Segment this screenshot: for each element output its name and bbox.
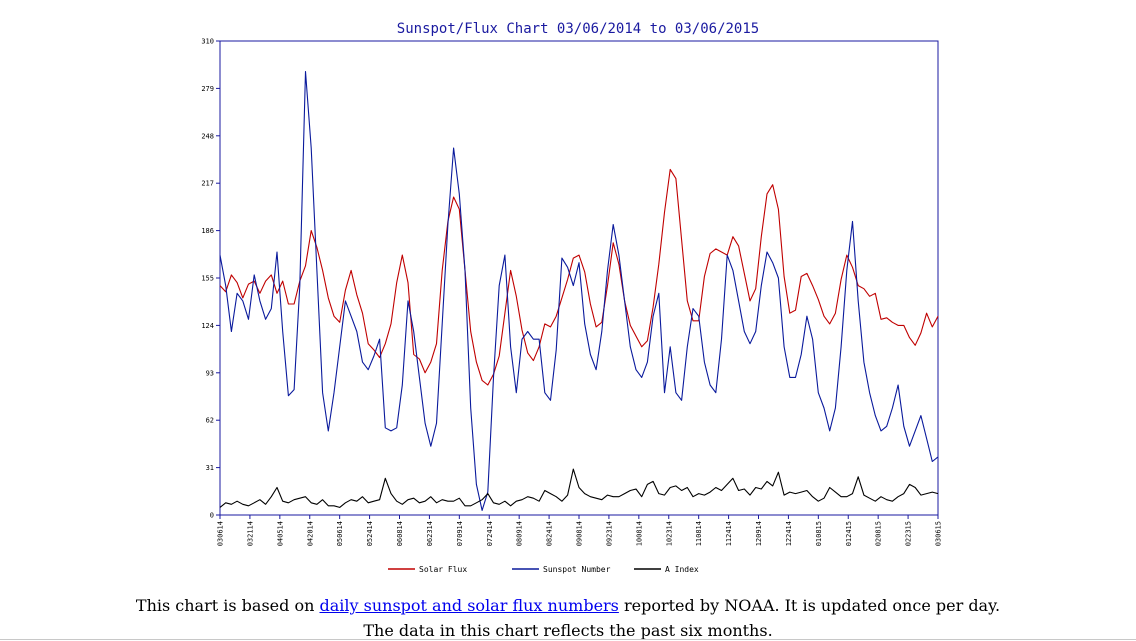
x-tick-label: 010815	[815, 521, 823, 546]
caption-text-after: reported by NOAA. It is updated once per…	[618, 596, 1001, 615]
x-tick-label: 100814	[635, 521, 643, 546]
x-tick-label: 012415	[845, 521, 853, 546]
y-tick-label: 279	[201, 85, 214, 93]
series-layer	[219, 71, 939, 511]
x-tick-label: 030615	[935, 521, 943, 546]
legend-label: A Index	[665, 565, 699, 574]
x-tick-label: 052414	[366, 521, 374, 546]
caption-text-before: This chart is based on	[135, 596, 320, 615]
x-tick-label: 040514	[276, 521, 284, 546]
x-tick-label: 020815	[875, 521, 883, 546]
legend-label: Sunspot Number	[543, 565, 611, 574]
caption-line-1: This chart is based on daily sunspot and…	[0, 596, 1136, 616]
x-tick-label: 060814	[396, 521, 404, 546]
x-tick-label: 030614	[217, 521, 225, 546]
legend-label: Solar Flux	[419, 565, 467, 574]
x-tick-label: 110814	[695, 521, 703, 546]
series-line-solar-flux	[219, 168, 939, 386]
x-axis: 030614 032114 040514 042014 050614 052414 0608…	[217, 515, 943, 546]
series-line-a-index	[219, 468, 939, 508]
plot-frame	[219, 40, 939, 516]
x-tick-label: 062314	[426, 521, 434, 546]
legend: Solar Flux Sunspot Number A Index	[388, 565, 699, 574]
series-line-sunspot-number	[219, 71, 939, 511]
x-tick-label: 070914	[456, 521, 464, 546]
x-tick-label: 092314	[605, 521, 613, 546]
x-tick-label: 032114	[246, 521, 254, 546]
y-tick-label: 186	[201, 227, 214, 235]
x-tick-label: 122414	[785, 521, 793, 546]
x-tick-label: 072414	[486, 521, 494, 546]
sunspot-data-link[interactable]: daily sunspot and solar flux numbers	[319, 596, 619, 615]
y-tick-label: 0	[210, 512, 214, 520]
x-tick-label: 082414	[546, 521, 554, 546]
x-tick-label: 112414	[725, 521, 733, 546]
x-tick-label: 050614	[336, 521, 344, 546]
y-tick-label: 31	[206, 464, 214, 472]
y-tick-label: 217	[201, 180, 214, 188]
y-tick-label: 248	[201, 132, 214, 140]
sunspot-flux-chart: Sunspot/Flux Chart 03/06/2014 to 03/06/2…	[201, 21, 943, 574]
y-tick-label: 124	[201, 322, 214, 330]
x-tick-label: 042014	[306, 521, 314, 546]
y-tick-label: 310	[201, 38, 214, 46]
y-tick-label: 93	[206, 369, 214, 377]
x-tick-label: 102314	[665, 521, 673, 546]
y-tick-label: 155	[201, 275, 214, 283]
chart-title: Sunspot/Flux Chart 03/06/2014 to 03/06/2…	[397, 21, 759, 37]
x-tick-label: 090814	[576, 521, 584, 546]
x-tick-label: 022315	[905, 521, 913, 546]
y-tick-label: 62	[206, 417, 214, 425]
x-tick-label: 080914	[516, 521, 524, 546]
caption-line-2: The data in this chart reflects the past…	[363, 621, 773, 640]
y-axis: 0 31 62 93 124 155 186 217 248 279 310	[201, 38, 220, 520]
x-tick-label: 120914	[755, 521, 763, 546]
